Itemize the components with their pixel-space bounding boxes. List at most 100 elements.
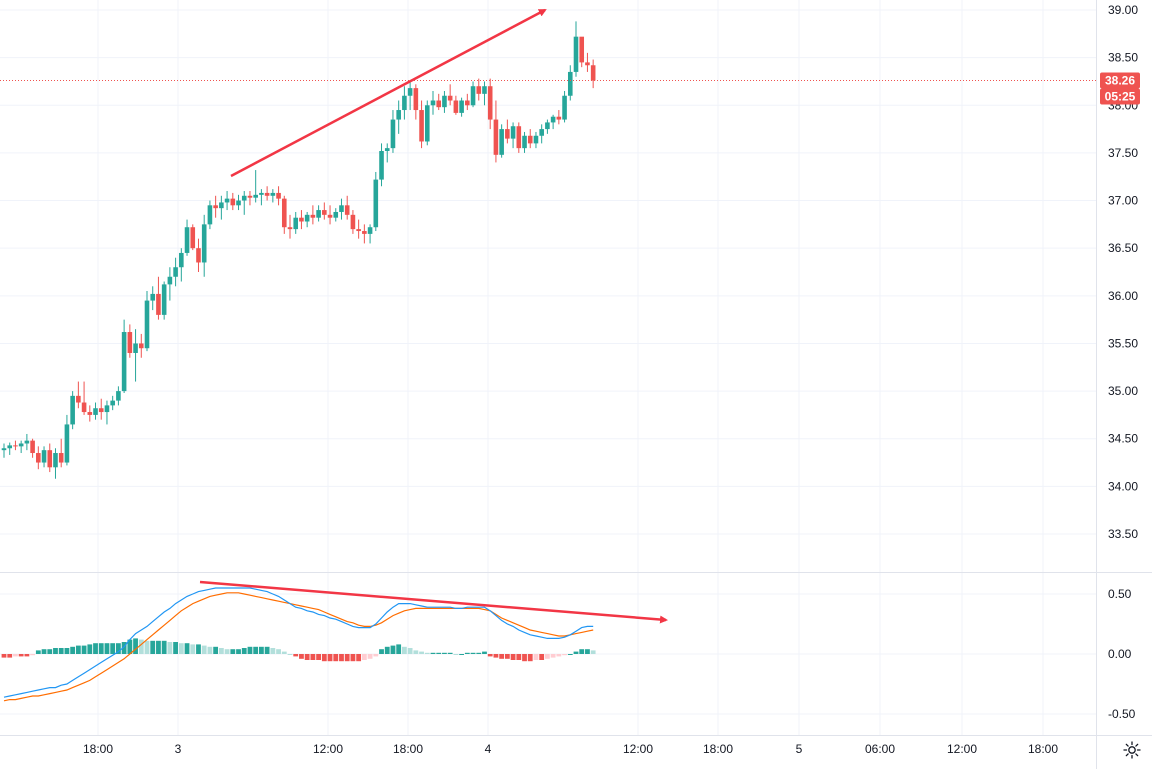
candle-body: [522, 135, 527, 149]
candle-body: [247, 195, 253, 198]
histogram-bar: [133, 638, 138, 654]
gear-icon[interactable]: [1122, 740, 1142, 760]
candle-body: [550, 116, 556, 123]
candle: [161, 281, 167, 320]
candle-body: [562, 95, 567, 120]
candle: [310, 205, 316, 225]
histogram-bar: [116, 643, 121, 654]
histogram-bar: [510, 654, 516, 660]
histogram-bar: [161, 640, 167, 654]
candle: [173, 257, 178, 287]
histogram-bar: [419, 651, 424, 654]
candle: [579, 36, 585, 68]
histogram-bar: [316, 654, 321, 660]
last-price-label: 38.26: [1105, 74, 1135, 88]
histogram-bar: [545, 654, 550, 659]
histogram-bar: [264, 646, 270, 654]
candle-body: [539, 129, 544, 136]
histogram-bar: [567, 654, 573, 655]
candle-body: [402, 95, 407, 111]
histogram-bar: [373, 654, 379, 657]
candle: [573, 21, 579, 77]
candle-body: [36, 453, 41, 463]
time-tick-label: 18:00: [393, 742, 423, 756]
candle: [264, 186, 270, 201]
candle-body: [322, 210, 327, 215]
candle: [493, 100, 499, 163]
macd-histogram: [1, 638, 596, 662]
candle-body: [585, 62, 590, 66]
candle: [590, 59, 596, 89]
histogram-bar: [464, 652, 470, 654]
candle-body: [156, 293, 161, 315]
histogram-bar: [504, 654, 510, 659]
candle: [207, 200, 213, 230]
histogram-bar: [144, 640, 150, 654]
candle: [396, 100, 401, 134]
histogram-bar: [230, 649, 236, 654]
candle: [36, 446, 41, 470]
candle: [367, 224, 373, 244]
candle: [487, 78, 493, 130]
candle-body: [144, 300, 150, 349]
candle-body: [487, 86, 493, 120]
histogram-bar: [75, 645, 81, 654]
candle-body: [230, 198, 236, 206]
histogram-bar: [58, 648, 64, 654]
histogram-bar: [236, 649, 241, 654]
candle-body: [30, 440, 35, 454]
histogram-bar: [344, 654, 350, 662]
candle-body: [350, 214, 356, 230]
candle: [522, 131, 527, 153]
candle-body: [179, 252, 184, 268]
candle: [224, 191, 230, 211]
candle-body: [207, 205, 213, 225]
candle-body: [253, 194, 258, 198]
candle: [53, 448, 58, 479]
candle-body: [413, 88, 419, 111]
candle: [430, 90, 436, 115]
candle-body: [133, 343, 138, 353]
histogram-bar: [396, 644, 402, 654]
candle: [41, 446, 47, 468]
histogram-bar: [361, 654, 367, 660]
candle: [281, 195, 287, 234]
candle: [196, 238, 201, 272]
candle: [167, 267, 173, 301]
candle-body: [567, 71, 573, 96]
candle: [379, 143, 384, 187]
candle: [390, 110, 396, 153]
histogram-bar: [70, 646, 76, 654]
histogram-bar: [64, 648, 70, 654]
price-tick-label: 34.00: [1108, 479, 1138, 493]
histogram-bar: [527, 654, 533, 662]
candle: [156, 276, 161, 320]
candle-body: [470, 86, 476, 106]
histogram-bar: [87, 644, 93, 654]
candle-body: [98, 408, 104, 413]
candle: [539, 124, 544, 144]
candle-body: [236, 200, 241, 206]
candle: [413, 84, 419, 120]
candle: [47, 443, 53, 473]
histogram-bar: [304, 654, 310, 660]
candle-body: [545, 122, 550, 130]
candle-body: [505, 129, 510, 139]
price-tick-label: 37.00: [1108, 194, 1138, 208]
macd-tick-label: 0.50: [1108, 587, 1132, 601]
histogram-bar: [487, 654, 493, 657]
histogram-bar: [459, 654, 464, 655]
candle: [402, 86, 407, 120]
candle-body: [259, 192, 264, 195]
candle: [213, 195, 218, 218]
candle-body: [556, 116, 562, 120]
candle: [93, 402, 98, 420]
candle: [453, 95, 459, 115]
candle: [81, 381, 87, 415]
candle-body: [276, 192, 281, 199]
candle-body: [47, 450, 53, 468]
histogram-bar: [247, 646, 253, 654]
candle: [447, 84, 453, 106]
